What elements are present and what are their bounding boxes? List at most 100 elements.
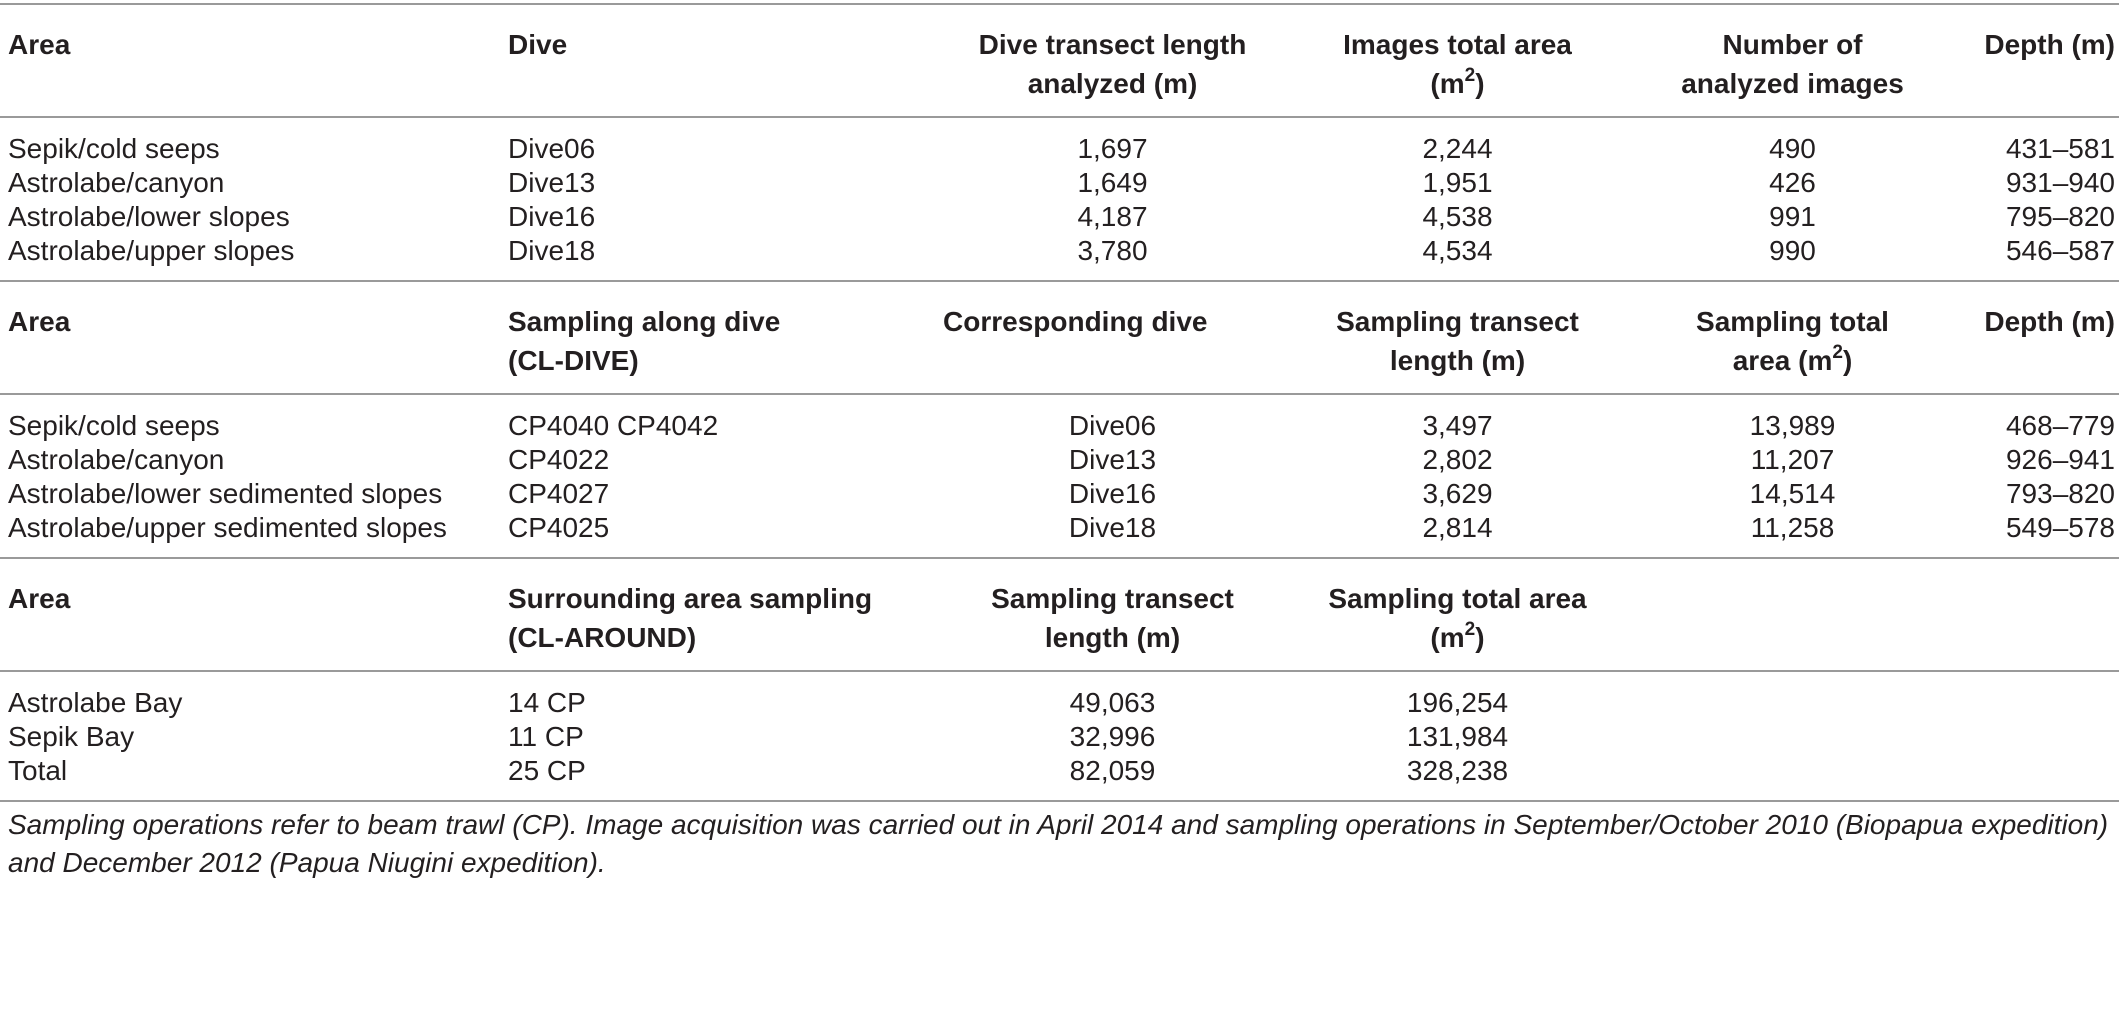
cell-transect-length: 1,697	[1077, 133, 1148, 164]
cell-area: Sepik/cold seeps	[8, 410, 220, 441]
cell-empty	[1960, 720, 2119, 754]
cell-images-area: 2,244	[1422, 133, 1493, 164]
header-depth: Depth (m)	[1960, 280, 2119, 394]
header-sampling-transect-length: Sampling transect length (m)	[935, 557, 1290, 671]
cell-empty	[1960, 672, 2119, 720]
header-text: (m	[1430, 68, 1465, 99]
cell-area: Astrolabe/upper sedimented slopes	[8, 512, 447, 543]
cell-area: Sepik/cold seeps	[8, 133, 220, 164]
cell-area: Astrolabe/canyon	[8, 444, 225, 475]
cell-corresponding-dive: Dive16	[1068, 478, 1157, 509]
header-depth: Depth (m)	[1984, 29, 2115, 60]
header-dive: Dive	[508, 29, 568, 60]
cell-transect-length: 2,802	[1422, 444, 1493, 475]
cell-total-area: 196,254	[1406, 687, 1509, 718]
header-area: Area	[0, 280, 500, 394]
table-row: Astrolabe/canyon CP4022 Dive13 2,802 11,…	[0, 443, 2119, 477]
section3-header-row: Area Surrounding area sampling (CL-AROUN…	[0, 557, 2119, 671]
bottom-rule	[0, 800, 2119, 802]
cell-sampling: CP4025	[508, 512, 610, 543]
cell-number-images: 991	[1769, 201, 1816, 232]
cell-number-images: 990	[1769, 235, 1816, 266]
header-text: Images total area	[1343, 29, 1572, 60]
header-text: Dive transect length	[978, 29, 1247, 60]
cell-depth: 546–587	[2005, 235, 2115, 266]
cell-transect-length: 3,629	[1422, 478, 1493, 509]
cell-empty	[1960, 754, 2119, 800]
cell-area: Astrolabe/canyon	[8, 167, 225, 198]
table-row: Sepik/cold seeps Dive06 1,697 2,244 490 …	[0, 118, 2119, 166]
cell-images-area: 4,538	[1422, 201, 1493, 232]
cell-total-area: 131,984	[1406, 721, 1509, 752]
cell-total-area: 328,238	[1406, 755, 1509, 786]
header-text: Sampling total area	[1328, 583, 1587, 614]
cell-area: Sepik Bay	[8, 721, 135, 752]
cell-transect-length: 1,649	[1077, 167, 1148, 198]
cell-empty	[1625, 720, 1960, 754]
table-row: Sepik/cold seeps CP4040 CP4042 Dive06 3,…	[0, 395, 2119, 443]
header-text: (m	[1430, 622, 1465, 653]
header-sampling-transect-length: Sampling transect length (m)	[1290, 280, 1625, 394]
cell-corresponding-dive: Dive13	[1068, 444, 1157, 475]
cell-transect-length: 3,780	[1077, 235, 1148, 266]
cell-total-area: 11,258	[1750, 512, 1835, 543]
cell-surrounding-sampling: 25 CP	[508, 755, 586, 786]
cell-dive: Dive13	[508, 167, 596, 198]
cell-dive: Dive06	[508, 133, 596, 164]
cell-depth: 549–578	[2005, 512, 2115, 543]
table-footnote: Sampling operations refer to beam trawl …	[8, 809, 2109, 878]
header-empty	[1625, 557, 1960, 671]
section2-header-row: Area Sampling along dive (CL-DIVE) Corre…	[0, 280, 2119, 394]
cell-sampling: CP4027	[508, 478, 610, 509]
cell-images-area: 1,951	[1422, 167, 1493, 198]
cell-depth: 793–820	[2005, 478, 2115, 509]
header-text: )	[1475, 622, 1485, 653]
section1-header-row: Area Dive Dive transect length analyzed …	[0, 5, 2119, 117]
cell-total-area: 14,514	[1749, 478, 1836, 509]
cell-sampling: CP4040 CP4042	[508, 410, 719, 441]
table-row: Total 25 CP 82,059 328,238	[0, 754, 2119, 800]
cell-empty	[1625, 672, 1960, 720]
header-surrounding-area-sampling: Surrounding area sampling (CL-AROUND)	[500, 557, 935, 671]
cell-area: Astrolabe/lower slopes	[8, 201, 290, 232]
superscript: 2	[1464, 64, 1476, 86]
header-text: )	[1842, 345, 1853, 376]
cell-number-images: 426	[1769, 167, 1816, 198]
cell-surrounding-sampling: 14 CP	[508, 687, 586, 718]
header-text: Sampling along dive	[508, 306, 781, 337]
cell-transect-length: 32,996	[1069, 721, 1156, 752]
table-row: Astrolabe Bay 14 CP 49,063 196,254	[0, 672, 2119, 720]
superscript: 2	[1464, 618, 1476, 640]
header-text: (CL-AROUND)	[508, 622, 697, 653]
cell-sampling: CP4022	[508, 444, 610, 475]
header-number-of-images: Number of analyzed images	[1625, 5, 1960, 117]
header-text: (CL-DIVE)	[508, 345, 639, 376]
header-text: Sampling transect	[1336, 306, 1579, 337]
data-table: Area Dive Dive transect length analyzed …	[0, 5, 2119, 800]
header-images-total-area: Images total area (m2)	[1290, 5, 1625, 117]
header-sampling-total-area: Sampling total area (m2)	[1625, 280, 1960, 394]
cell-corresponding-dive: Dive06	[1068, 410, 1157, 441]
cell-surrounding-sampling: 11 CP	[508, 721, 584, 752]
header-text: length (m)	[1389, 345, 1526, 376]
header-area: Area	[8, 29, 71, 60]
table-row: Astrolabe/lower sedimented slopes CP4027…	[0, 477, 2119, 511]
cell-total-area: 13,989	[1749, 410, 1836, 441]
table-row: Astrolabe/lower slopes Dive16 4,187 4,53…	[0, 200, 2119, 234]
cell-empty	[1625, 754, 1960, 800]
table-row: Astrolabe/canyon Dive13 1,649 1,951 426 …	[0, 166, 2119, 200]
cell-depth: 926–941	[2005, 444, 2115, 475]
cell-transect-length: 82,059	[1069, 755, 1156, 786]
cell-corresponding-dive: Dive18	[1068, 512, 1157, 543]
header-text: area (m	[1732, 345, 1833, 376]
header-empty	[1960, 557, 2119, 671]
cell-transect-length: 3,497	[1422, 410, 1493, 441]
table-row: Astrolabe/upper sedimented slopes CP4025…	[0, 511, 2119, 558]
cell-transect-length: 4,187	[1077, 201, 1148, 232]
cell-area: Astrolabe Bay	[8, 687, 183, 718]
header-text: Number of	[1722, 29, 1863, 60]
cell-area: Astrolabe/upper slopes	[8, 235, 295, 266]
cell-total-area: 11,207	[1750, 444, 1835, 475]
header-corresponding-dive: Corresponding dive	[935, 280, 1290, 394]
header-text: )	[1475, 68, 1485, 99]
